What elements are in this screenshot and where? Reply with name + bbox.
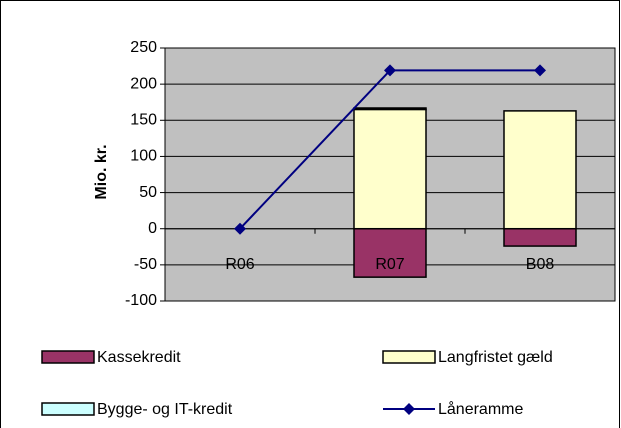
line-marker <box>534 64 546 77</box>
y-tick-label: 0 <box>148 220 157 237</box>
y-tick-label: -50 <box>134 256 157 273</box>
bar <box>353 227 427 278</box>
line-marker <box>234 222 246 235</box>
y-tick-label: 250 <box>130 39 157 56</box>
legend-label: Låneramme <box>438 400 523 418</box>
legend-swatch <box>41 402 95 416</box>
legend-label: Bygge- og IT-kredit <box>97 401 233 418</box>
y-tick-label: 50 <box>139 184 157 201</box>
y-tick-label: 100 <box>130 148 157 165</box>
x-tick-label: R07 <box>375 256 404 273</box>
x-tick-label: B08 <box>526 256 555 273</box>
y-tick-label: 200 <box>130 75 157 92</box>
y-axis-label: Mio. kr. <box>93 144 110 199</box>
bar <box>353 108 427 230</box>
legend-swatch <box>382 350 436 364</box>
x-tick-label: R06 <box>225 256 254 273</box>
legend-label: Langfristet gæld <box>438 349 553 366</box>
y-tick-label: 150 <box>130 112 157 129</box>
bar <box>353 107 427 111</box>
legend-label: Kassekredit <box>97 349 181 366</box>
bar <box>503 227 577 247</box>
legend-marker <box>403 403 415 415</box>
line-marker <box>384 64 396 77</box>
y-tick-label: -100 <box>125 292 157 309</box>
legend-swatch <box>41 350 95 364</box>
bar <box>503 110 577 230</box>
